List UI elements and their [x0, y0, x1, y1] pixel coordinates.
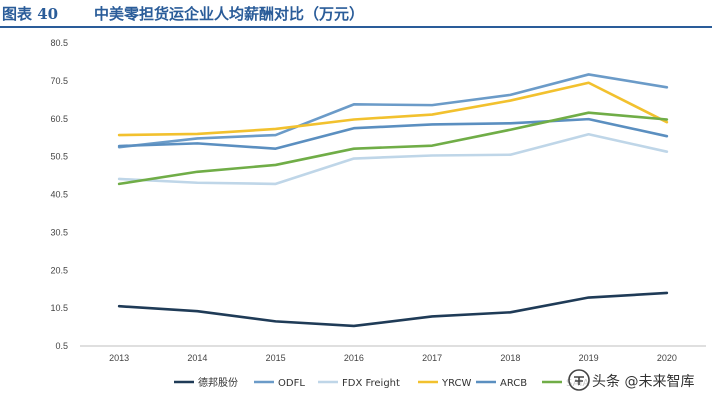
series-line — [117, 117, 669, 150]
x-tick-label: 2019 — [579, 353, 599, 363]
series-lines — [117, 73, 669, 328]
y-tick-label: 30.5 — [50, 227, 68, 237]
y-tick-label: 50.5 — [50, 152, 68, 162]
figure-title-bar: 图表 40 中美零担货运企业人均薪酬对比（万元） — [0, 0, 712, 28]
legend-label: ARCB — [500, 378, 527, 389]
x-tick-label: 2018 — [500, 353, 520, 363]
y-tick-label: 10.5 — [50, 303, 68, 313]
x-axis-ticks: 2013 2014 2015 2016 2017 2018 2019 2020 — [109, 353, 677, 363]
x-tick-label: 2020 — [657, 353, 677, 363]
x-tick-label: 2014 — [187, 353, 207, 363]
legend-label: 德邦股份 — [198, 376, 238, 389]
y-tick-label: 60.5 — [50, 114, 68, 124]
series-line — [117, 73, 669, 149]
legend-label: ODFL — [278, 378, 305, 389]
legend-label: YRCW — [441, 378, 472, 389]
watermark: 头条 @未来智库 — [566, 368, 710, 392]
figure-label: 图表 40 — [2, 5, 59, 23]
y-axis-ticks: 80.5 70.5 60.5 50.5 40.5 30.5 20.5 10.5 0.5 — [50, 38, 68, 351]
series-line — [117, 81, 669, 137]
x-tick-label: 2017 — [422, 353, 442, 363]
series-line — [117, 111, 669, 186]
legend-label: FDX Freight — [342, 378, 400, 389]
x-tick-label: 2016 — [344, 353, 364, 363]
y-tick-label: 0.5 — [55, 341, 68, 351]
series-line — [117, 132, 669, 186]
chart-title: 中美零担货运企业人均薪酬对比（万元） — [94, 5, 365, 23]
y-tick-label: 70.5 — [50, 76, 68, 86]
y-tick-label: 20.5 — [50, 265, 68, 275]
toutiao-logo-icon — [568, 369, 590, 391]
y-tick-label: 80.5 — [50, 38, 68, 48]
y-tick-label: 40.5 — [50, 190, 68, 200]
x-tick-label: 2013 — [109, 353, 129, 363]
x-tick-label: 2015 — [266, 353, 286, 363]
watermark-text: 头条 @未来智库 — [592, 374, 695, 390]
series-line — [117, 291, 669, 328]
